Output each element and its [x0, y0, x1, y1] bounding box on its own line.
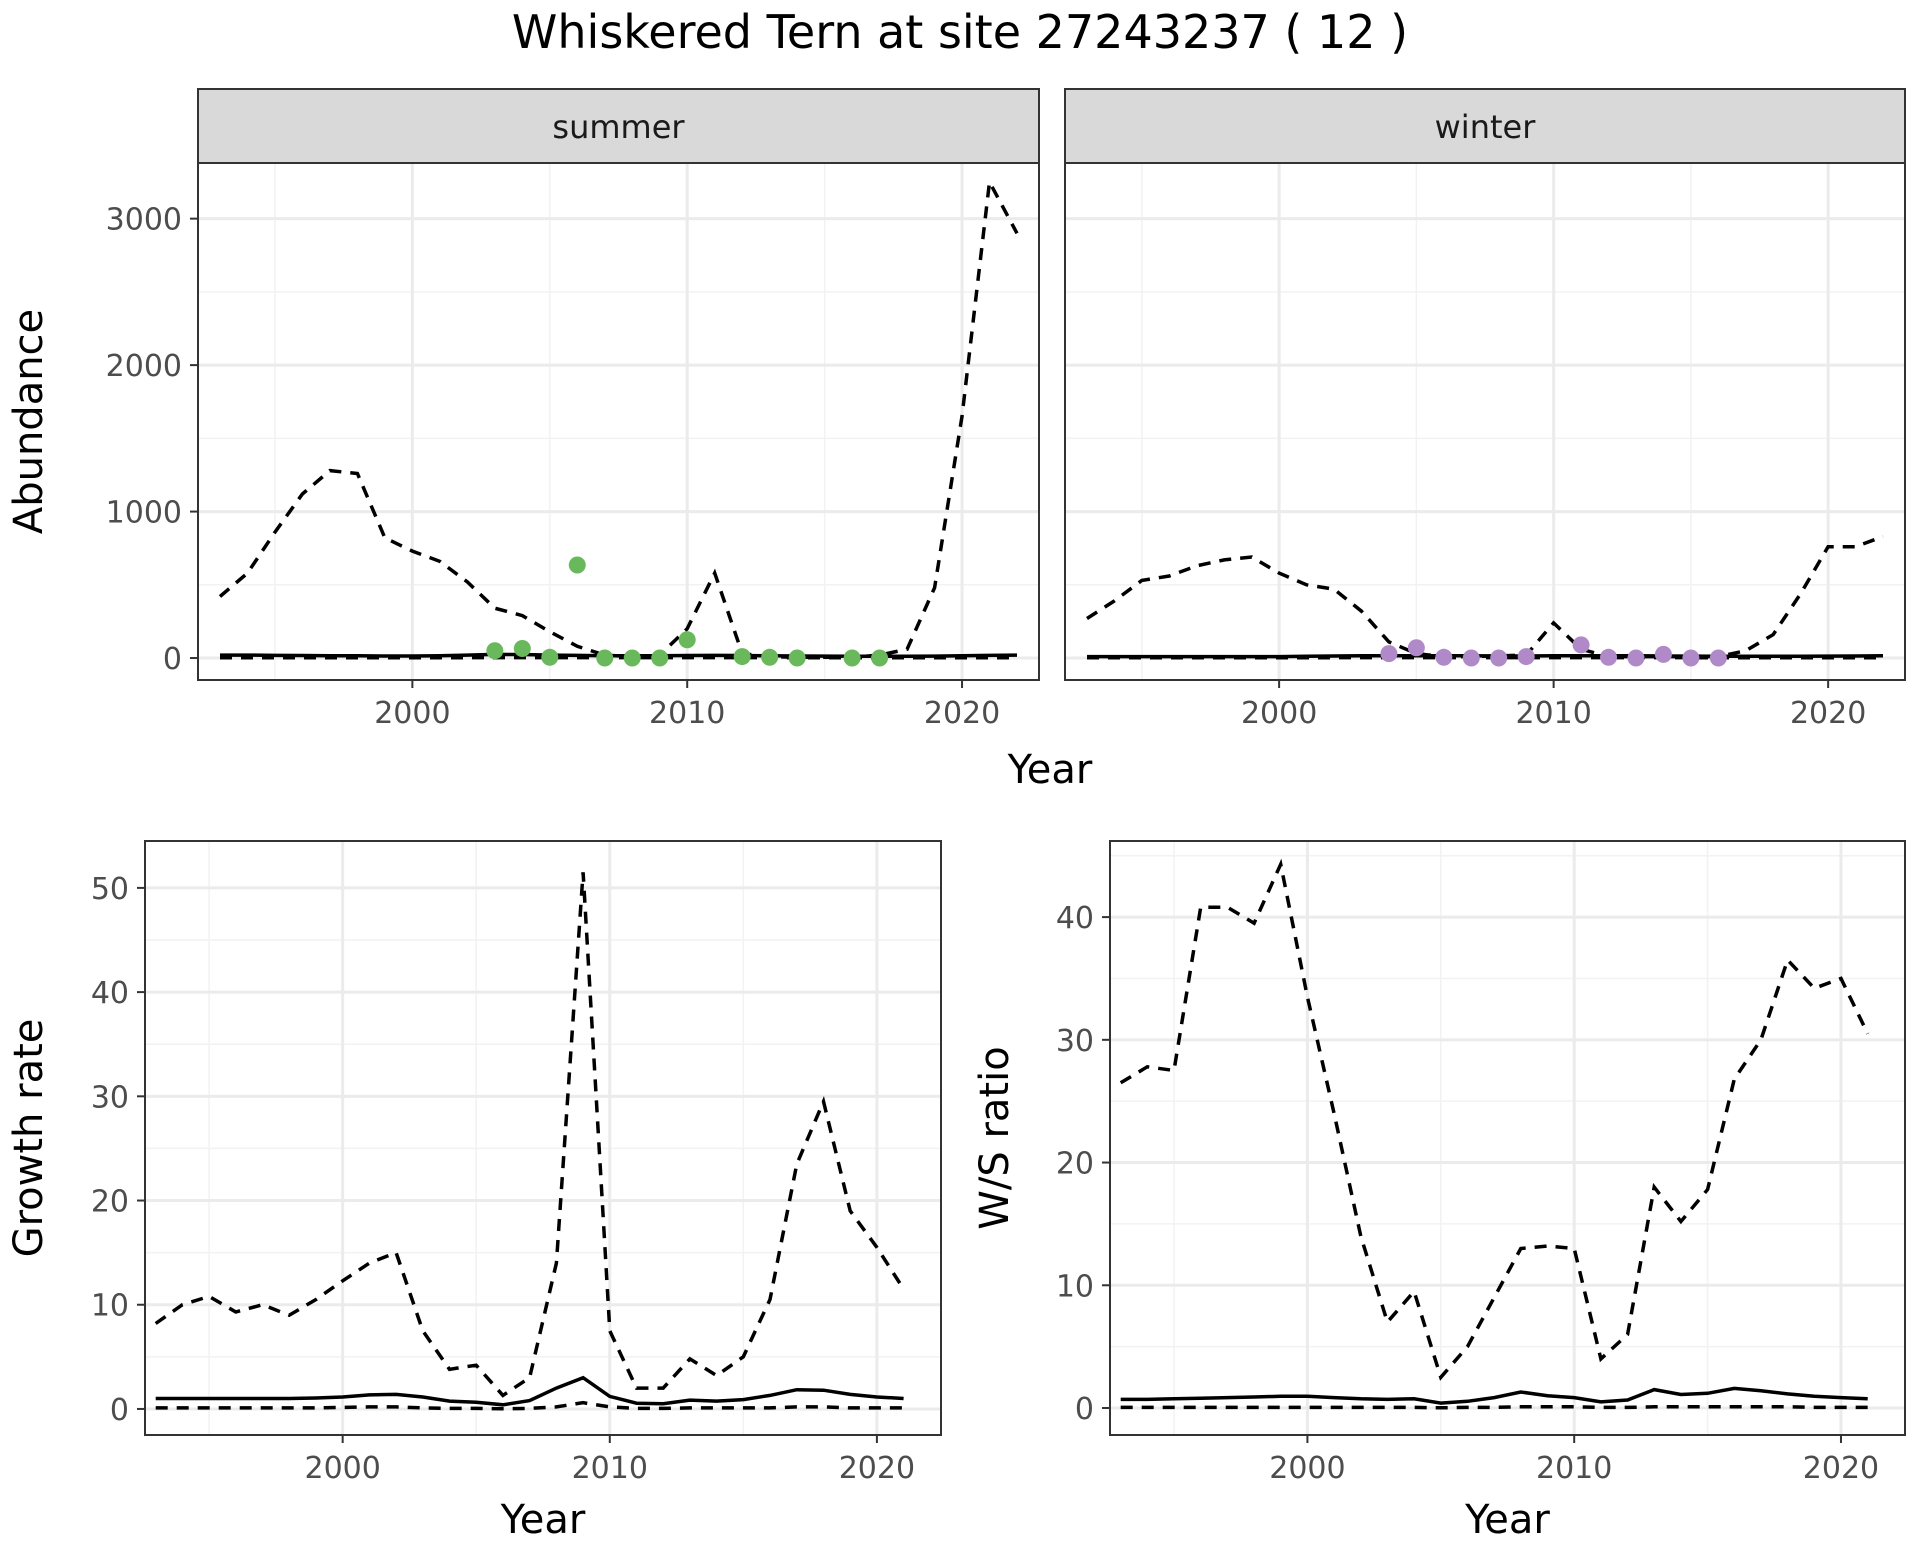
data-point	[1490, 649, 1508, 667]
data-point	[1435, 648, 1453, 666]
panel-summer: summer 2000 2010 2020 0 1000 2000 3000 Abundance	[6, 88, 1040, 731]
panel-growth: 2000 2010 2020 0 10 20 30 40 50 Growth rate Year	[6, 840, 942, 1543]
facet-strip	[197, 88, 1040, 164]
facet-strip	[1064, 88, 1906, 164]
x-tick-label: 2010	[572, 1451, 648, 1486]
series-line-dashed-0	[1086, 534, 1884, 659]
x-tick-label: 2020	[1803, 1451, 1879, 1486]
series-line-solid-1	[155, 1375, 904, 1407]
x-axis-title: Year	[1464, 1497, 1550, 1543]
y-tick-label: 10	[91, 1289, 129, 1324]
facet-strip-label: winter	[1435, 108, 1537, 146]
x-tick-label: 2020	[839, 1451, 915, 1486]
data-point	[568, 556, 586, 574]
y-axis-title: W/S ratio	[972, 1046, 1018, 1229]
x-tick-label: 2010	[1515, 696, 1591, 731]
figure-title: Whiskered Tern at site 27243237 ( 12 )	[512, 5, 1408, 59]
panel-border	[197, 162, 1040, 681]
data-point	[843, 649, 861, 667]
x-tick-label: 2010	[649, 696, 725, 731]
y-tick-label: 30	[1056, 1024, 1094, 1059]
data-point	[541, 648, 559, 666]
series-line-dashed-0	[1119, 858, 1870, 1381]
y-tick-label: 40	[91, 976, 129, 1011]
x-tick-label: 2000	[304, 1451, 380, 1486]
data-point	[1682, 649, 1700, 667]
data-point	[733, 648, 751, 666]
x-tick-label: 2000	[374, 696, 450, 731]
data-point	[1572, 636, 1590, 654]
data-point	[513, 640, 531, 658]
y-tick-label: 0	[1075, 1392, 1094, 1427]
y-tick-label: 1000	[106, 496, 182, 531]
panel-ws_ratio: 2000 2010 2020 0 10 20 30 40 W/S ratio Year	[972, 840, 1906, 1543]
panel-border	[1064, 162, 1906, 681]
y-tick-label: 10	[1056, 1269, 1094, 1304]
data-point	[1709, 649, 1727, 667]
data-point	[1380, 645, 1398, 663]
y-axis-title: Growth rate	[6, 1019, 52, 1258]
series-line-dashed-0	[218, 176, 1019, 660]
x-tick-label: 2010	[1536, 1451, 1612, 1486]
y-tick-label: 40	[1056, 901, 1094, 936]
data-point	[1462, 649, 1480, 667]
y-tick-label: 50	[91, 872, 129, 907]
data-point	[486, 642, 504, 660]
panel-border	[1109, 840, 1906, 1436]
x-tick-label: 2020	[1790, 696, 1866, 731]
panel-border	[144, 840, 942, 1436]
y-tick-label: 0	[163, 642, 182, 677]
data-point	[596, 649, 614, 667]
y-tick-label: 0	[110, 1393, 129, 1428]
x-tick-label: 2000	[1241, 696, 1317, 731]
data-point	[651, 649, 669, 667]
x-tick-label: 2000	[1269, 1451, 1345, 1486]
panel-winter: winter 2000 2010 2020	[1064, 88, 1906, 731]
data-point	[623, 649, 641, 667]
top-x-axis-title: Year	[1007, 747, 1093, 793]
data-point	[761, 648, 779, 666]
data-point	[1654, 645, 1672, 663]
x-axis-title: Year	[500, 1497, 586, 1543]
x-tick-label: 2020	[924, 696, 1000, 731]
y-tick-label: 20	[91, 1185, 129, 1220]
series-line-dashed-0	[154, 872, 906, 1398]
data-point	[1407, 639, 1425, 657]
y-tick-label: 2000	[106, 349, 182, 384]
data-point	[1517, 648, 1535, 666]
series-line-solid-1	[1120, 1386, 1868, 1405]
data-point	[1600, 648, 1618, 666]
facet-strip-label: summer	[552, 108, 685, 146]
y-axis-title: Abundance	[6, 309, 52, 534]
data-point	[678, 631, 696, 649]
y-tick-label: 3000	[106, 203, 182, 238]
data-point	[871, 649, 889, 667]
y-tick-label: 30	[91, 1080, 129, 1115]
data-point	[788, 649, 806, 667]
y-tick-label: 20	[1056, 1147, 1094, 1182]
data-point	[1627, 649, 1645, 667]
